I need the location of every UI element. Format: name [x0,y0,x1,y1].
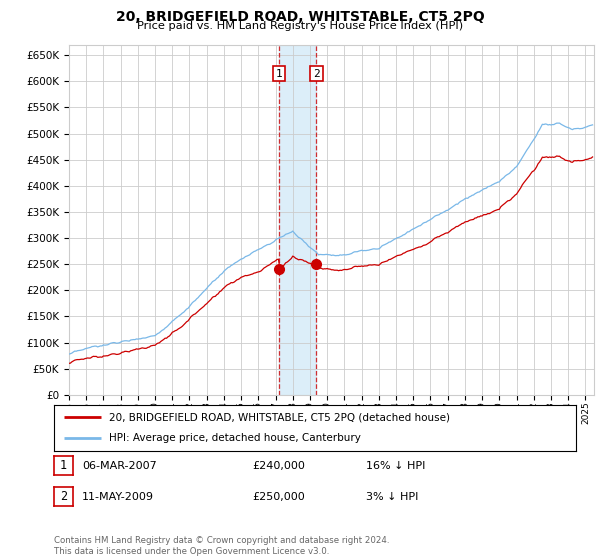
Text: £240,000: £240,000 [252,461,305,471]
Text: 06-MAR-2007: 06-MAR-2007 [82,461,157,471]
Text: 1: 1 [60,459,67,473]
Text: 11-MAY-2009: 11-MAY-2009 [82,492,154,502]
Text: 2: 2 [313,68,320,78]
Text: 1: 1 [275,68,282,78]
Text: HPI: Average price, detached house, Canterbury: HPI: Average price, detached house, Cant… [109,433,361,444]
Text: Price paid vs. HM Land Registry's House Price Index (HPI): Price paid vs. HM Land Registry's House … [137,21,463,31]
Text: £250,000: £250,000 [252,492,305,502]
Text: Contains HM Land Registry data © Crown copyright and database right 2024.
This d: Contains HM Land Registry data © Crown c… [54,536,389,556]
Text: 3% ↓ HPI: 3% ↓ HPI [366,492,418,502]
Text: 20, BRIDGEFIELD ROAD, WHITSTABLE, CT5 2PQ (detached house): 20, BRIDGEFIELD ROAD, WHITSTABLE, CT5 2P… [109,412,450,422]
Text: 2: 2 [60,490,67,503]
Bar [278,45,316,395]
Text: 16% ↓ HPI: 16% ↓ HPI [366,461,425,471]
Text: 20, BRIDGEFIELD ROAD, WHITSTABLE, CT5 2PQ: 20, BRIDGEFIELD ROAD, WHITSTABLE, CT5 2P… [116,10,484,24]
